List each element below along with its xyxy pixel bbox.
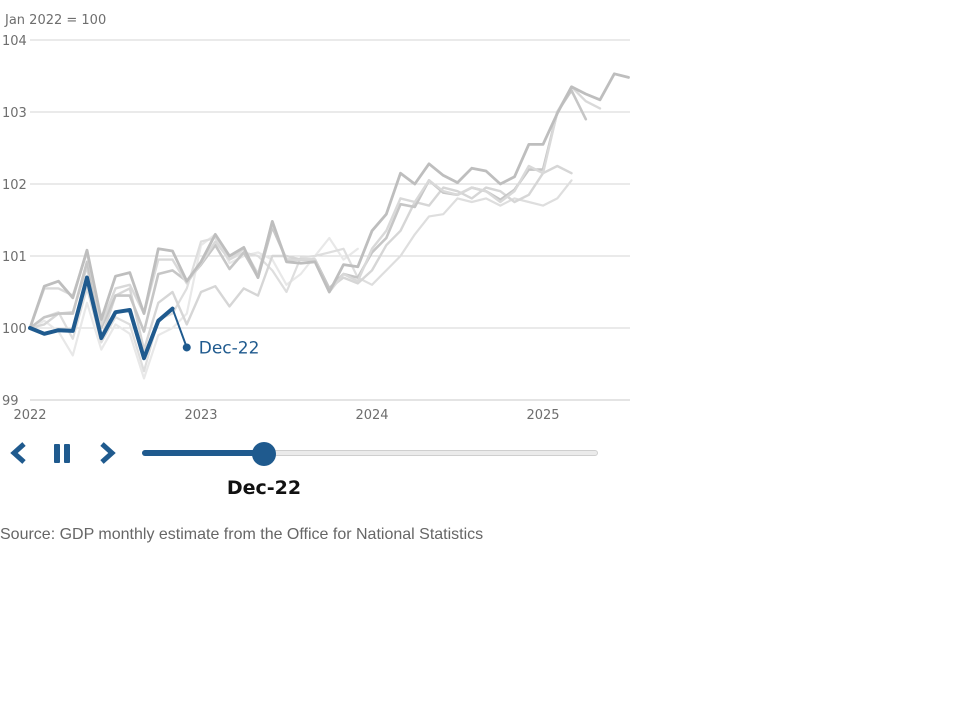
source-note: Source: GDP monthly estimate from the Of… [0,526,484,543]
x-tick-label: 2025 [526,408,559,420]
x-tick-labels: 2022 2023 2024 2025 [13,408,559,420]
y-tick-labels: 99 100 101 102 103 104 [2,34,27,409]
vintage-line-1 [28,233,359,380]
slider-date-label: Dec-22 [226,477,302,499]
previous-button[interactable] [4,438,34,468]
pause-button[interactable] [47,438,77,468]
x-tick-label: 2022 [13,408,46,420]
y-tick-label: 101 [2,250,27,265]
chevron-right-icon [100,442,116,464]
y-axis-label: Jan 2022 = 100 [4,13,106,28]
x-tick-label: 2023 [184,408,217,420]
current-vintage-series: Dec-22 [28,275,260,361]
previous-vintage-lines [28,72,630,380]
next-button[interactable] [92,438,122,468]
chevron-left-icon [10,442,26,464]
y-tick-label: 99 [2,394,19,409]
latest-point-label: Dec-22 [199,338,260,358]
current-vintage-line [28,275,175,361]
slider-progress [142,450,264,456]
slider-handle[interactable] [252,442,276,466]
y-tick-label: 100 [2,322,27,337]
vintage-line-6 [28,72,630,330]
latest-point-marker [182,343,191,352]
y-tick-label: 104 [2,34,27,49]
time-slider[interactable] [142,442,598,466]
playback-controls: Dec-22 [0,430,620,510]
gridlines [30,39,630,401]
y-tick-label: 102 [2,178,27,193]
y-tick-label: 103 [2,106,27,121]
x-tick-label: 2024 [355,408,388,420]
pause-icon [54,444,70,463]
vintage-line-5 [28,85,602,330]
current-vintage-tail [171,308,188,348]
vintage-line-2 [28,179,573,373]
